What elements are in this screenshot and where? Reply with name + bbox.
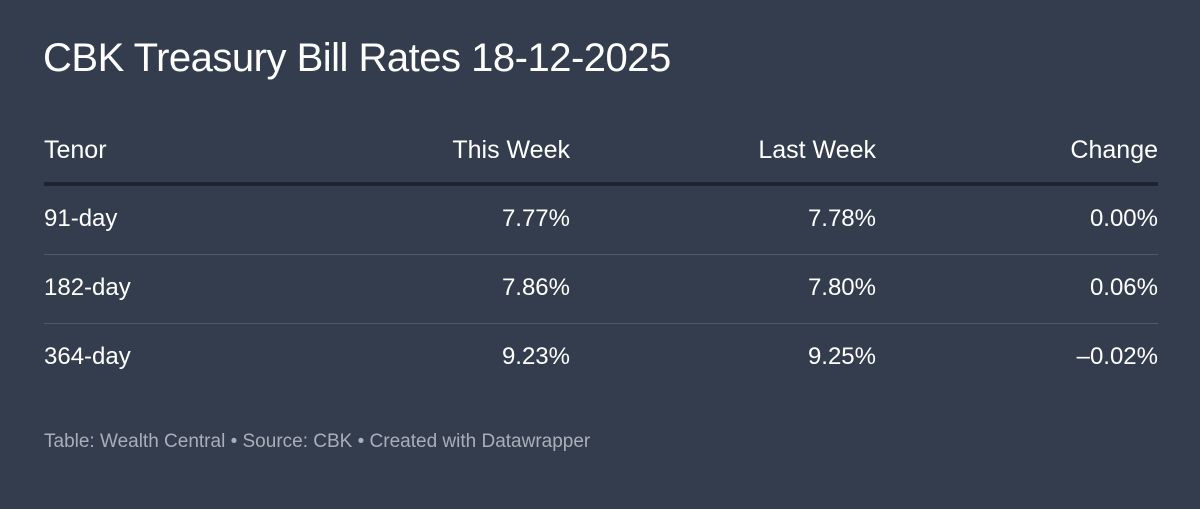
table-cell: 9.25% bbox=[807, 343, 876, 370]
table: Tenor This Week Last Week Change 91-day 7.77%… bbox=[44, 126, 1158, 392]
table-row: 364-day 9.23% 9.25% –0.02% bbox=[44, 324, 1158, 392]
row-label: 91-day bbox=[44, 205, 118, 232]
table-cell: 7.86% bbox=[501, 274, 570, 301]
column-header: This Week bbox=[452, 136, 570, 164]
table-cell: 0.00% bbox=[1089, 205, 1158, 232]
table-title: CBK Treasury Bill Rates 18-12-2025 bbox=[43, 36, 671, 80]
row-label: 182-day bbox=[44, 274, 131, 301]
table-row: 91-day 7.77% 7.78% 0.00% bbox=[44, 186, 1158, 255]
footer-note: Table: Wealth Central • Source: CBK • Cr… bbox=[44, 431, 591, 452]
table-cell: 0.06% bbox=[1089, 274, 1158, 301]
table-cell: 7.80% bbox=[807, 274, 876, 301]
table-cell: –0.02% bbox=[1076, 343, 1158, 370]
column-header: Last Week bbox=[758, 136, 876, 164]
table-cell: 7.77% bbox=[501, 205, 570, 232]
column-header: Tenor bbox=[44, 136, 107, 164]
column-header: Change bbox=[1070, 136, 1158, 164]
table-row: 182-day 7.86% 7.80% 0.06% bbox=[44, 255, 1158, 324]
table-cell: 7.78% bbox=[807, 205, 876, 232]
table-cell: 9.23% bbox=[501, 343, 570, 370]
row-label: 364-day bbox=[44, 343, 131, 370]
header-row: Tenor This Week Last Week Change bbox=[44, 126, 1158, 186]
